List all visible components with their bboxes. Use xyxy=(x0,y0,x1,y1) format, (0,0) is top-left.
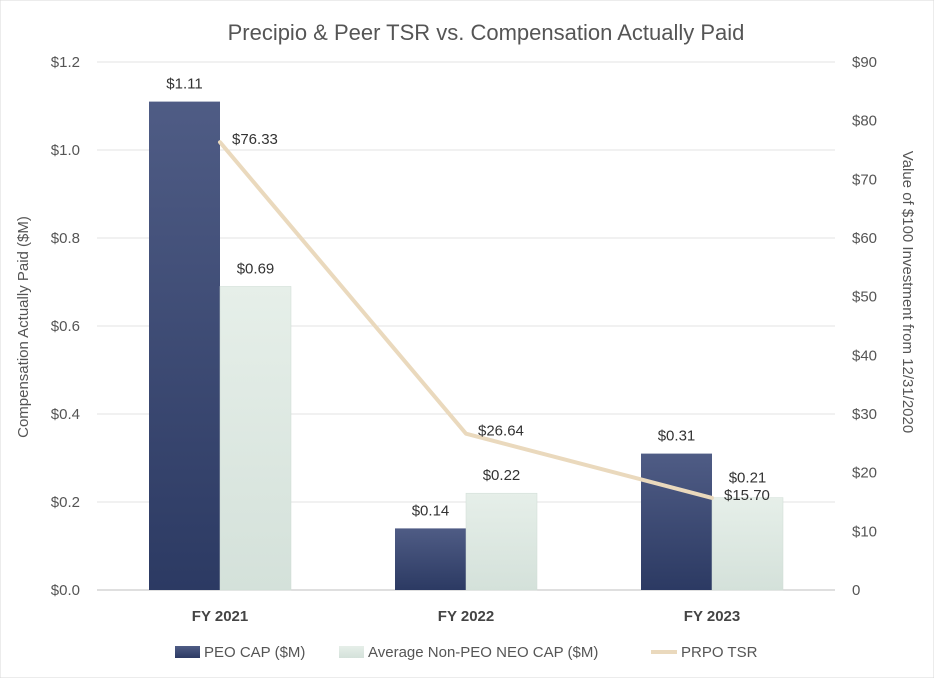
tsr-line xyxy=(218,140,714,500)
neo-cap-label: $0.21 xyxy=(729,470,767,487)
peo-cap-label: $0.31 xyxy=(658,428,696,445)
left-tick-label: $1.2 xyxy=(51,54,80,71)
peo-cap-label: $1.11 xyxy=(166,76,202,93)
tsr-label: $76.33 xyxy=(232,131,278,148)
right-tick-label: $60 xyxy=(852,230,877,247)
line-series xyxy=(218,140,714,500)
right-tick-label: $80 xyxy=(852,113,877,130)
left-tick-label: $1.0 xyxy=(51,142,80,159)
left-axis-ticks: $0.0 $0.2 $0.4 $0.6 $0.8 $1.0 $1.2 xyxy=(51,54,80,599)
data-labels: $1.11 $0.69 $0.14 $0.22 $0.31 $0.21 $76.33 $26.… xyxy=(166,76,770,520)
right-tick-label: $90 xyxy=(852,54,877,71)
legend-tsr-swatch xyxy=(651,650,677,654)
category-label: FY 2023 xyxy=(684,608,740,625)
right-tick-label: $10 xyxy=(852,523,877,540)
left-tick-label: $0.2 xyxy=(51,494,80,511)
neo-cap-bar xyxy=(219,286,292,591)
right-tick-label: $20 xyxy=(852,465,877,482)
left-axis-title: Compensation Actually Paid ($M) xyxy=(15,216,32,438)
left-tick-label: $0.8 xyxy=(51,230,80,247)
right-tick-label: $50 xyxy=(852,289,877,306)
tsr-label: $26.64 xyxy=(478,423,524,440)
legend-neo-swatch xyxy=(339,646,364,658)
neo-cap-bar xyxy=(465,492,538,591)
left-tick-label: $0.4 xyxy=(51,406,80,423)
right-tick-label: $40 xyxy=(852,347,877,364)
peo-cap-bar xyxy=(149,101,220,590)
category-label: FY 2022 xyxy=(438,608,494,625)
right-tick-label: 0 xyxy=(852,582,860,599)
bar-series xyxy=(149,101,784,591)
left-tick-label: $0.6 xyxy=(51,318,80,335)
category-labels: FY 2021 FY 2022 FY 2023 xyxy=(192,608,740,625)
legend-peo-swatch xyxy=(175,646,200,658)
neo-cap-label: $0.22 xyxy=(483,467,521,484)
neo-cap-bar xyxy=(711,497,784,591)
right-axis-title: Value of $100 Investment from 12/31/2020 xyxy=(899,151,916,433)
legend-label: PEO CAP ($M) xyxy=(204,644,305,661)
peo-cap-bar xyxy=(641,453,712,590)
peo-cap-bar xyxy=(395,528,466,590)
chart-title: Precipio & Peer TSR vs. Compensation Act… xyxy=(228,20,745,45)
left-tick-label: $0.0 xyxy=(51,582,80,599)
neo-cap-label: $0.69 xyxy=(237,260,275,277)
right-tick-label: $70 xyxy=(852,171,877,188)
tsr-label: $15.70 xyxy=(724,487,770,504)
right-axis-ticks: 0 $10 $20 $30 $40 $50 $60 $70 $80 $90 xyxy=(852,54,877,599)
legend-label: PRPO TSR xyxy=(681,644,758,661)
category-label: FY 2021 xyxy=(192,608,248,625)
right-tick-label: $30 xyxy=(852,406,877,423)
legend-label: Average Non-PEO NEO CAP ($M) xyxy=(368,644,598,661)
legend: PEO CAP ($M) Average Non-PEO NEO CAP ($M)… xyxy=(175,644,758,661)
peo-cap-label: $0.14 xyxy=(412,502,450,519)
